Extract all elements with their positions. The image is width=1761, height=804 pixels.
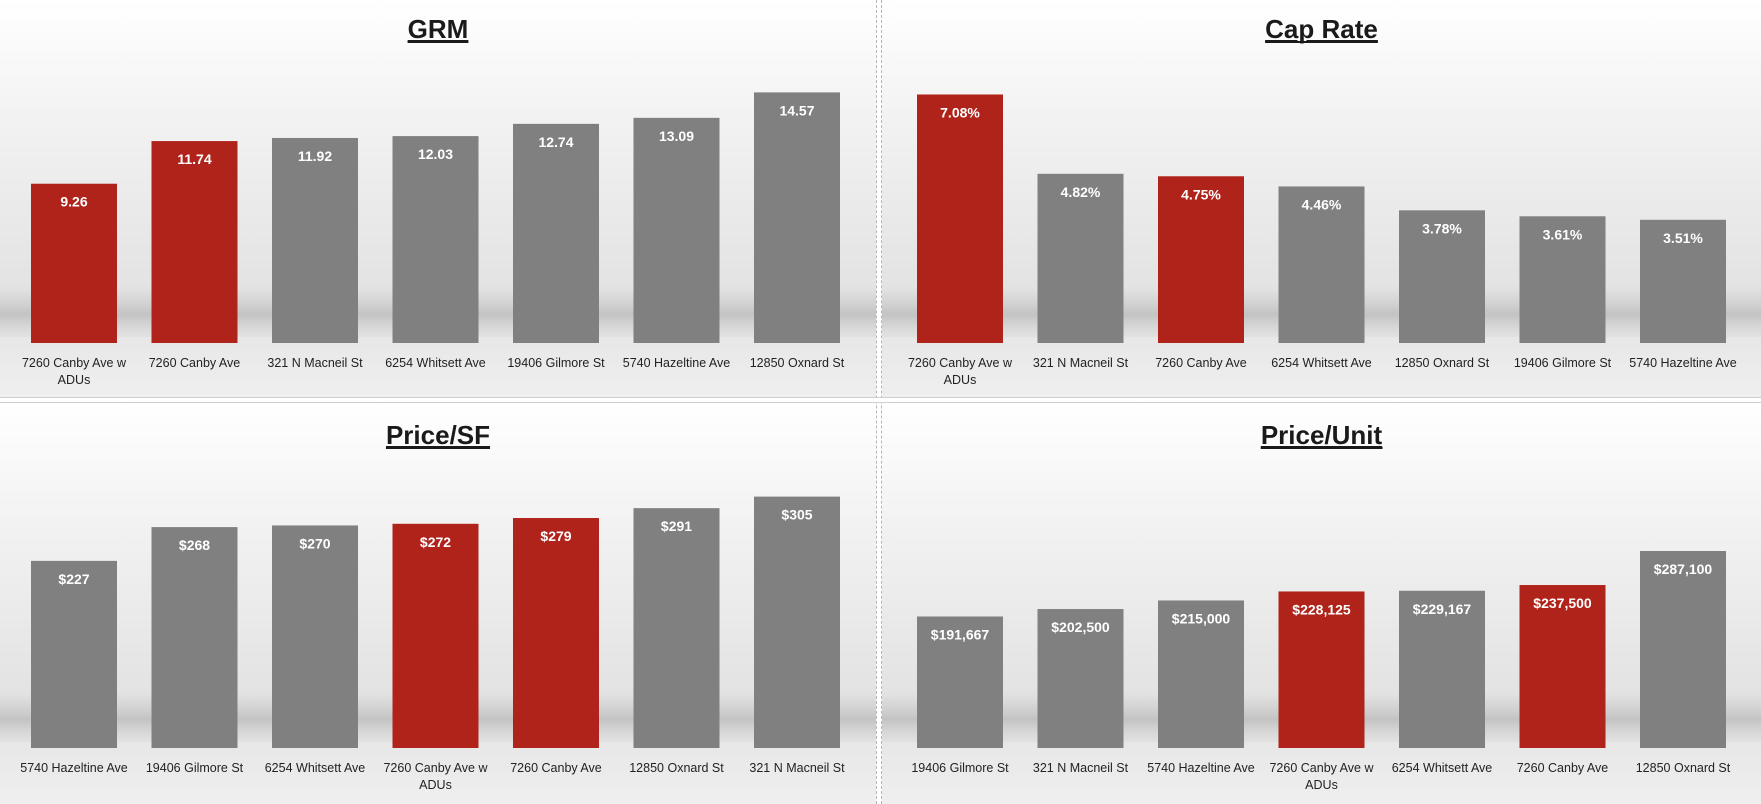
price-unit-category-label: 321 N Macneil St xyxy=(1033,761,1129,775)
cap-rate-bar xyxy=(917,94,1003,343)
grm-data-label: 11.92 xyxy=(298,148,332,164)
price-sf-bar xyxy=(513,518,599,748)
cap-rate-chart: Cap Rate 7.08% 7260 Canby Ave w ADUs 4.82% 32… xyxy=(882,0,1761,397)
cap-rate-chart-svg: Cap Rate 7.08% 7260 Canby Ave w ADUs 4.82% 32… xyxy=(882,14,1761,387)
price-unit-data-label: $215,000 xyxy=(1172,610,1231,626)
grm-data-label: 9.26 xyxy=(60,194,87,210)
price-sf-bar xyxy=(272,525,358,748)
cap-rate-bar xyxy=(1278,186,1365,343)
price-unit-category-label: 6254 Whitsett Ave xyxy=(1392,761,1493,775)
cap-rate-data-label: 3.61% xyxy=(1543,226,1583,242)
price-per-unit-chart: Price/Unit $191,667 19406 Gilmore St $202,5… xyxy=(882,403,1761,804)
grm-category-label: 5740 Hazeltine Ave xyxy=(623,356,731,370)
price-sf-category-label: 6254 Whitsett Ave xyxy=(265,761,366,775)
cap-rate-category-label: 7260 Canby Ave xyxy=(1155,356,1247,370)
price-sf-category-label: 7260 Canby Ave w ADUs xyxy=(383,761,488,792)
price-sf-category-label: 12850 Oxnard St xyxy=(629,761,724,775)
price-unit-category-label: 19406 Gilmore St xyxy=(911,761,1009,775)
grm-bar xyxy=(31,183,117,343)
grm-category-label: 12850 Oxnard St xyxy=(750,356,845,370)
price-unit-bar xyxy=(1278,591,1365,748)
grm-category-label: 321 N Macneil St xyxy=(267,356,363,370)
cap-rate-bar xyxy=(1158,176,1244,343)
chart-title: Cap Rate xyxy=(1265,14,1378,44)
cap-rate-data-label: 4.46% xyxy=(1302,196,1342,212)
cap-rate-data-label: 3.78% xyxy=(1422,220,1462,236)
grm-bar xyxy=(754,92,840,343)
price-sf-bar xyxy=(754,496,840,748)
grm-bar xyxy=(272,137,358,343)
price-unit-bar xyxy=(1399,590,1485,748)
price-per-sf-chart-svg: Price/SF $227 5740 Hazeltine Ave $268 19406 … xyxy=(0,420,876,792)
price-sf-bar xyxy=(151,527,238,748)
grm-data-label: 11.74 xyxy=(177,151,211,167)
cap-rate-bar xyxy=(1399,210,1485,343)
grm-category-label: 7260 Canby Ave xyxy=(149,356,241,370)
grm-bar xyxy=(633,117,720,344)
cap-rate-data-label: 4.82% xyxy=(1061,184,1101,200)
price-sf-category-label: 321 N Macneil St xyxy=(749,761,845,775)
price-sf-data-label: $279 xyxy=(540,528,571,544)
price-unit-bar xyxy=(1640,551,1726,748)
price-sf-data-label: $270 xyxy=(299,535,330,551)
price-sf-bar xyxy=(392,523,479,748)
price-unit-data-label: $229,167 xyxy=(1413,601,1472,617)
price-unit-data-label: $228,125 xyxy=(1292,601,1351,617)
price-per-sf-chart: Price/SF $227 5740 Hazeltine Ave $268 19406 … xyxy=(0,403,876,804)
price-sf-category-label: 5740 Hazeltine Ave xyxy=(20,761,128,775)
price-unit-bar xyxy=(917,616,1003,748)
grm-chart-svg: GRM 9.26 7260 Canby Ave w ADUs 11.74 7260 Can… xyxy=(0,14,876,387)
cap-rate-bar xyxy=(1519,216,1606,343)
price-sf-data-label: $272 xyxy=(420,534,451,550)
price-sf-data-label: $291 xyxy=(661,518,692,534)
chart-title: Price/Unit xyxy=(1261,420,1383,450)
price-unit-category-label: 5740 Hazeltine Ave xyxy=(1147,761,1255,775)
grm-data-label: 14.57 xyxy=(779,102,814,118)
price-unit-data-label: $237,500 xyxy=(1533,595,1592,611)
price-unit-category-label: 7260 Canby Ave w ADUs xyxy=(1269,761,1374,792)
grm-data-label: 12.74 xyxy=(538,134,573,150)
cap-rate-bar xyxy=(1037,173,1124,343)
grm-category-label: 7260 Canby Ave w ADUs xyxy=(22,356,127,387)
price-sf-data-label: $227 xyxy=(58,571,89,587)
cap-rate-data-label: 4.75% xyxy=(1181,186,1221,202)
price-unit-bar xyxy=(1519,585,1606,748)
price-sf-bar xyxy=(31,560,117,748)
grm-bar xyxy=(392,136,479,343)
price-sf-category-label: 7260 Canby Ave xyxy=(510,761,602,775)
horizontal-divider xyxy=(0,397,1761,403)
chart-title: Price/SF xyxy=(386,420,490,450)
cap-rate-category-label: 7260 Canby Ave w ADUs xyxy=(908,356,1013,387)
grm-bar xyxy=(513,123,599,343)
price-unit-data-label: $191,667 xyxy=(931,626,990,642)
price-sf-bar xyxy=(633,508,720,748)
grm-data-label: 12.03 xyxy=(418,146,453,162)
cap-rate-category-label: 5740 Hazeltine Ave xyxy=(1629,356,1737,370)
price-per-unit-chart-svg: Price/Unit $191,667 19406 Gilmore St $202,5… xyxy=(882,420,1761,792)
cap-rate-bar xyxy=(1640,219,1726,343)
price-unit-bar xyxy=(1037,609,1124,748)
price-unit-bar xyxy=(1158,600,1244,748)
cap-rate-category-label: 6254 Whitsett Ave xyxy=(1271,356,1372,370)
cap-rate-category-label: 19406 Gilmore St xyxy=(1514,356,1612,370)
grm-category-label: 19406 Gilmore St xyxy=(507,356,605,370)
price-unit-data-label: $202,500 xyxy=(1051,619,1110,635)
cap-rate-data-label: 3.51% xyxy=(1663,230,1703,246)
price-sf-category-label: 19406 Gilmore St xyxy=(146,761,244,775)
grm-category-label: 6254 Whitsett Ave xyxy=(385,356,486,370)
price-sf-data-label: $305 xyxy=(781,507,812,523)
price-unit-data-label: $287,100 xyxy=(1654,561,1713,577)
grm-bar xyxy=(151,141,238,343)
price-unit-category-label: 7260 Canby Ave xyxy=(1517,761,1609,775)
cap-rate-category-label: 12850 Oxnard St xyxy=(1395,356,1490,370)
grm-data-label: 13.09 xyxy=(659,128,694,144)
cap-rate-data-label: 7.08% xyxy=(940,104,980,120)
grm-chart: GRM 9.26 7260 Canby Ave w ADUs 11.74 7260 Can… xyxy=(0,0,876,397)
price-sf-data-label: $268 xyxy=(179,537,210,553)
cap-rate-category-label: 321 N Macneil St xyxy=(1033,356,1129,370)
chart-title: GRM xyxy=(408,14,469,44)
price-unit-category-label: 12850 Oxnard St xyxy=(1636,761,1731,775)
